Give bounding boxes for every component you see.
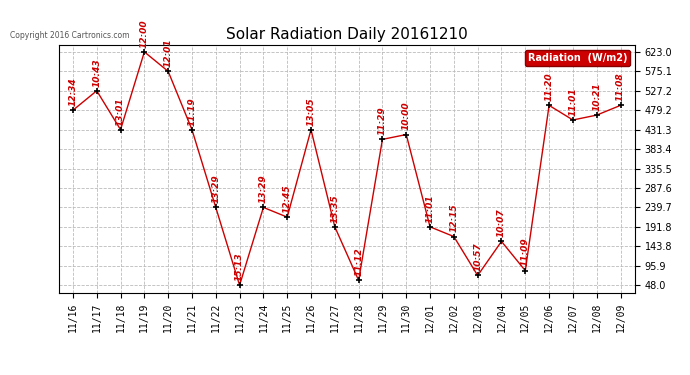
Text: Copyright 2016 Cartronics.com: Copyright 2016 Cartronics.com <box>10 31 129 40</box>
Text: 12:15: 12:15 <box>449 204 458 232</box>
Text: 11:09: 11:09 <box>521 238 530 267</box>
Text: 10:57: 10:57 <box>473 243 482 272</box>
Text: 12:01: 12:01 <box>164 39 172 67</box>
Text: 11:01: 11:01 <box>426 194 435 223</box>
Text: 13:35: 13:35 <box>331 194 339 223</box>
Text: 12:45: 12:45 <box>283 184 292 213</box>
Text: 13:29: 13:29 <box>211 175 220 203</box>
Text: 10:00: 10:00 <box>402 102 411 130</box>
Text: 10:07: 10:07 <box>497 209 506 237</box>
Text: 11:08: 11:08 <box>616 73 625 101</box>
Text: 11:29: 11:29 <box>378 106 387 135</box>
Text: 11:01: 11:01 <box>569 87 578 116</box>
Text: 15:13: 15:13 <box>235 252 244 281</box>
Text: 10:21: 10:21 <box>592 82 601 111</box>
Title: Solar Radiation Daily 20161210: Solar Radiation Daily 20161210 <box>226 27 468 42</box>
Text: 13:01: 13:01 <box>116 97 125 126</box>
Text: 13:05: 13:05 <box>306 97 315 126</box>
Text: 11:20: 11:20 <box>544 73 553 101</box>
Text: 11:19: 11:19 <box>188 97 197 126</box>
Text: 12:00: 12:00 <box>140 19 149 48</box>
Legend: Radiation  (W/m2): Radiation (W/m2) <box>524 50 630 66</box>
Text: 13:29: 13:29 <box>259 175 268 203</box>
Text: 12:34: 12:34 <box>68 78 77 106</box>
Text: 10:43: 10:43 <box>92 58 101 87</box>
Text: 11:12: 11:12 <box>354 248 363 276</box>
